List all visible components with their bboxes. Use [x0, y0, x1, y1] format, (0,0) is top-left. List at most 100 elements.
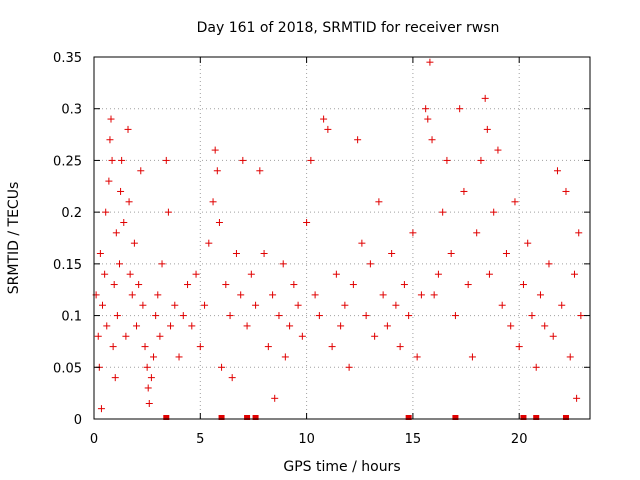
data-point: [290, 281, 298, 289]
data-point: [247, 270, 255, 278]
data-point: [99, 301, 107, 309]
data-point: [345, 363, 353, 371]
data-point: [396, 343, 404, 351]
data-point: [303, 218, 311, 226]
data-point: [570, 270, 578, 278]
data-point: [201, 301, 209, 309]
plot-frame: [93, 56, 591, 420]
data-point: [379, 291, 387, 299]
data-point: [545, 260, 553, 268]
data-point: [428, 136, 436, 144]
data-point: [409, 229, 417, 237]
data-point: [456, 105, 464, 113]
data-point: [536, 291, 544, 299]
data-point: [371, 332, 379, 340]
data-point: [209, 198, 217, 206]
data-point: [237, 291, 245, 299]
data-point: [171, 301, 179, 309]
y-axis-title: SRMTID / TECUs: [6, 182, 22, 295]
y-tick-label: 0: [74, 413, 82, 428]
data-point: [226, 312, 234, 320]
chart-title: Day 161 of 2018, SRMTID for receiver rws…: [197, 20, 500, 36]
data-point: [375, 198, 383, 206]
data-point: [392, 301, 400, 309]
data-point: [447, 250, 455, 258]
data-point: [158, 260, 166, 268]
data-point: [577, 312, 585, 320]
data-point: [468, 353, 476, 361]
data-point: [549, 332, 557, 340]
data-point: [152, 312, 160, 320]
data-point: [498, 301, 506, 309]
gap-marker: [244, 415, 251, 420]
data-point: [113, 312, 121, 320]
x-tick-label: 10: [298, 432, 315, 447]
data-point: [430, 291, 438, 299]
data-point: [332, 270, 340, 278]
data-point: [481, 94, 489, 102]
grid: [94, 57, 590, 419]
data-point: [145, 399, 153, 407]
y-tick-label: 0.05: [53, 361, 82, 376]
data-point: [532, 363, 540, 371]
data-point: [175, 353, 183, 361]
data-point: [311, 291, 319, 299]
x-tick-label: 0: [90, 432, 98, 447]
data-point: [366, 260, 374, 268]
data-point: [354, 136, 362, 144]
data-point: [228, 374, 236, 382]
data-point: [164, 208, 172, 216]
data-point: [141, 343, 149, 351]
data-point: [144, 384, 152, 392]
gap-marker: [452, 415, 459, 420]
data-point: [464, 281, 472, 289]
data-point: [358, 239, 366, 247]
data-point: [383, 322, 391, 330]
data-point: [110, 281, 118, 289]
data-point: [451, 312, 459, 320]
data-point: [307, 156, 315, 164]
data-point: [125, 198, 133, 206]
gap-marker: [405, 415, 412, 420]
gap-marker: [163, 415, 170, 420]
data-point: [362, 312, 370, 320]
data-point: [130, 239, 138, 247]
data-point: [439, 208, 447, 216]
data-point: [147, 374, 155, 382]
data-point: [150, 353, 158, 361]
data-point: [562, 187, 570, 195]
data-point: [460, 187, 468, 195]
data-point: [502, 250, 510, 258]
data-point: [294, 301, 302, 309]
data-point: [256, 167, 264, 175]
data-point: [109, 343, 117, 351]
data-point: [400, 281, 408, 289]
data-point: [120, 218, 128, 226]
gap-markers: [163, 415, 569, 420]
data-point: [349, 281, 357, 289]
data-point: [124, 125, 132, 133]
data-point: [269, 291, 277, 299]
data-point: [94, 332, 102, 340]
data-point: [232, 250, 240, 258]
data-point: [156, 332, 164, 340]
data-point: [541, 322, 549, 330]
y-tick-label: 0.25: [53, 154, 82, 169]
data-point: [558, 301, 566, 309]
gap-marker: [252, 415, 259, 420]
data-point: [108, 156, 116, 164]
data-point: [405, 312, 413, 320]
x-tick-label: 15: [405, 432, 422, 447]
data-point: [101, 270, 109, 278]
data-point: [135, 281, 143, 289]
data-point: [264, 343, 272, 351]
data-point: [388, 250, 396, 258]
data-point: [477, 156, 485, 164]
data-point: [260, 250, 268, 258]
data-point: [184, 281, 192, 289]
data-point: [102, 208, 110, 216]
data-point: [137, 167, 145, 175]
data-point: [239, 156, 247, 164]
data-point: [205, 239, 213, 247]
data-point: [196, 343, 204, 351]
